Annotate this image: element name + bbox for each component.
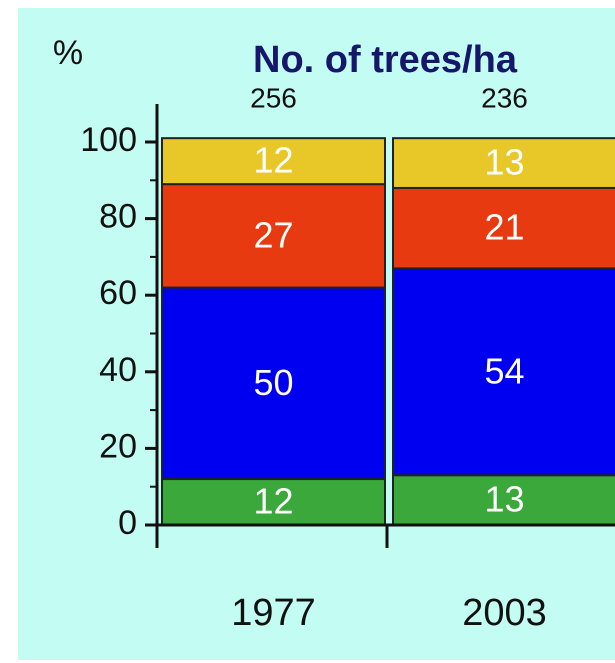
bar-segment — [161, 183, 386, 289]
value-label: 21 — [484, 207, 524, 248]
total-label: 236 — [481, 82, 528, 113]
value-label: 27 — [253, 214, 293, 255]
chart-title: No. of trees/ha — [253, 39, 518, 81]
y-tick-label: 0 — [118, 504, 137, 542]
y-tick-label: 60 — [99, 274, 137, 312]
total-label: 256 — [250, 82, 297, 113]
bar-segment — [161, 478, 386, 527]
y-axis-label: % — [53, 34, 83, 72]
y-tick-label: 40 — [99, 351, 137, 389]
x-tick-label: 2003 — [462, 592, 547, 634]
bar-segment — [161, 137, 386, 186]
bar-segment — [392, 186, 615, 270]
y-tick-label: 100 — [80, 121, 137, 159]
y-tick-label: 80 — [99, 198, 137, 236]
value-label: 13 — [484, 479, 524, 520]
value-label: 12 — [253, 140, 293, 181]
x-tick-label: 1977 — [231, 592, 316, 634]
value-label: 54 — [484, 350, 524, 391]
y-tick-label: 20 — [99, 427, 137, 465]
value-label: 13 — [484, 142, 524, 183]
bar-segment — [392, 137, 615, 189]
value-label: 50 — [253, 362, 293, 403]
value-label: 12 — [253, 481, 293, 522]
